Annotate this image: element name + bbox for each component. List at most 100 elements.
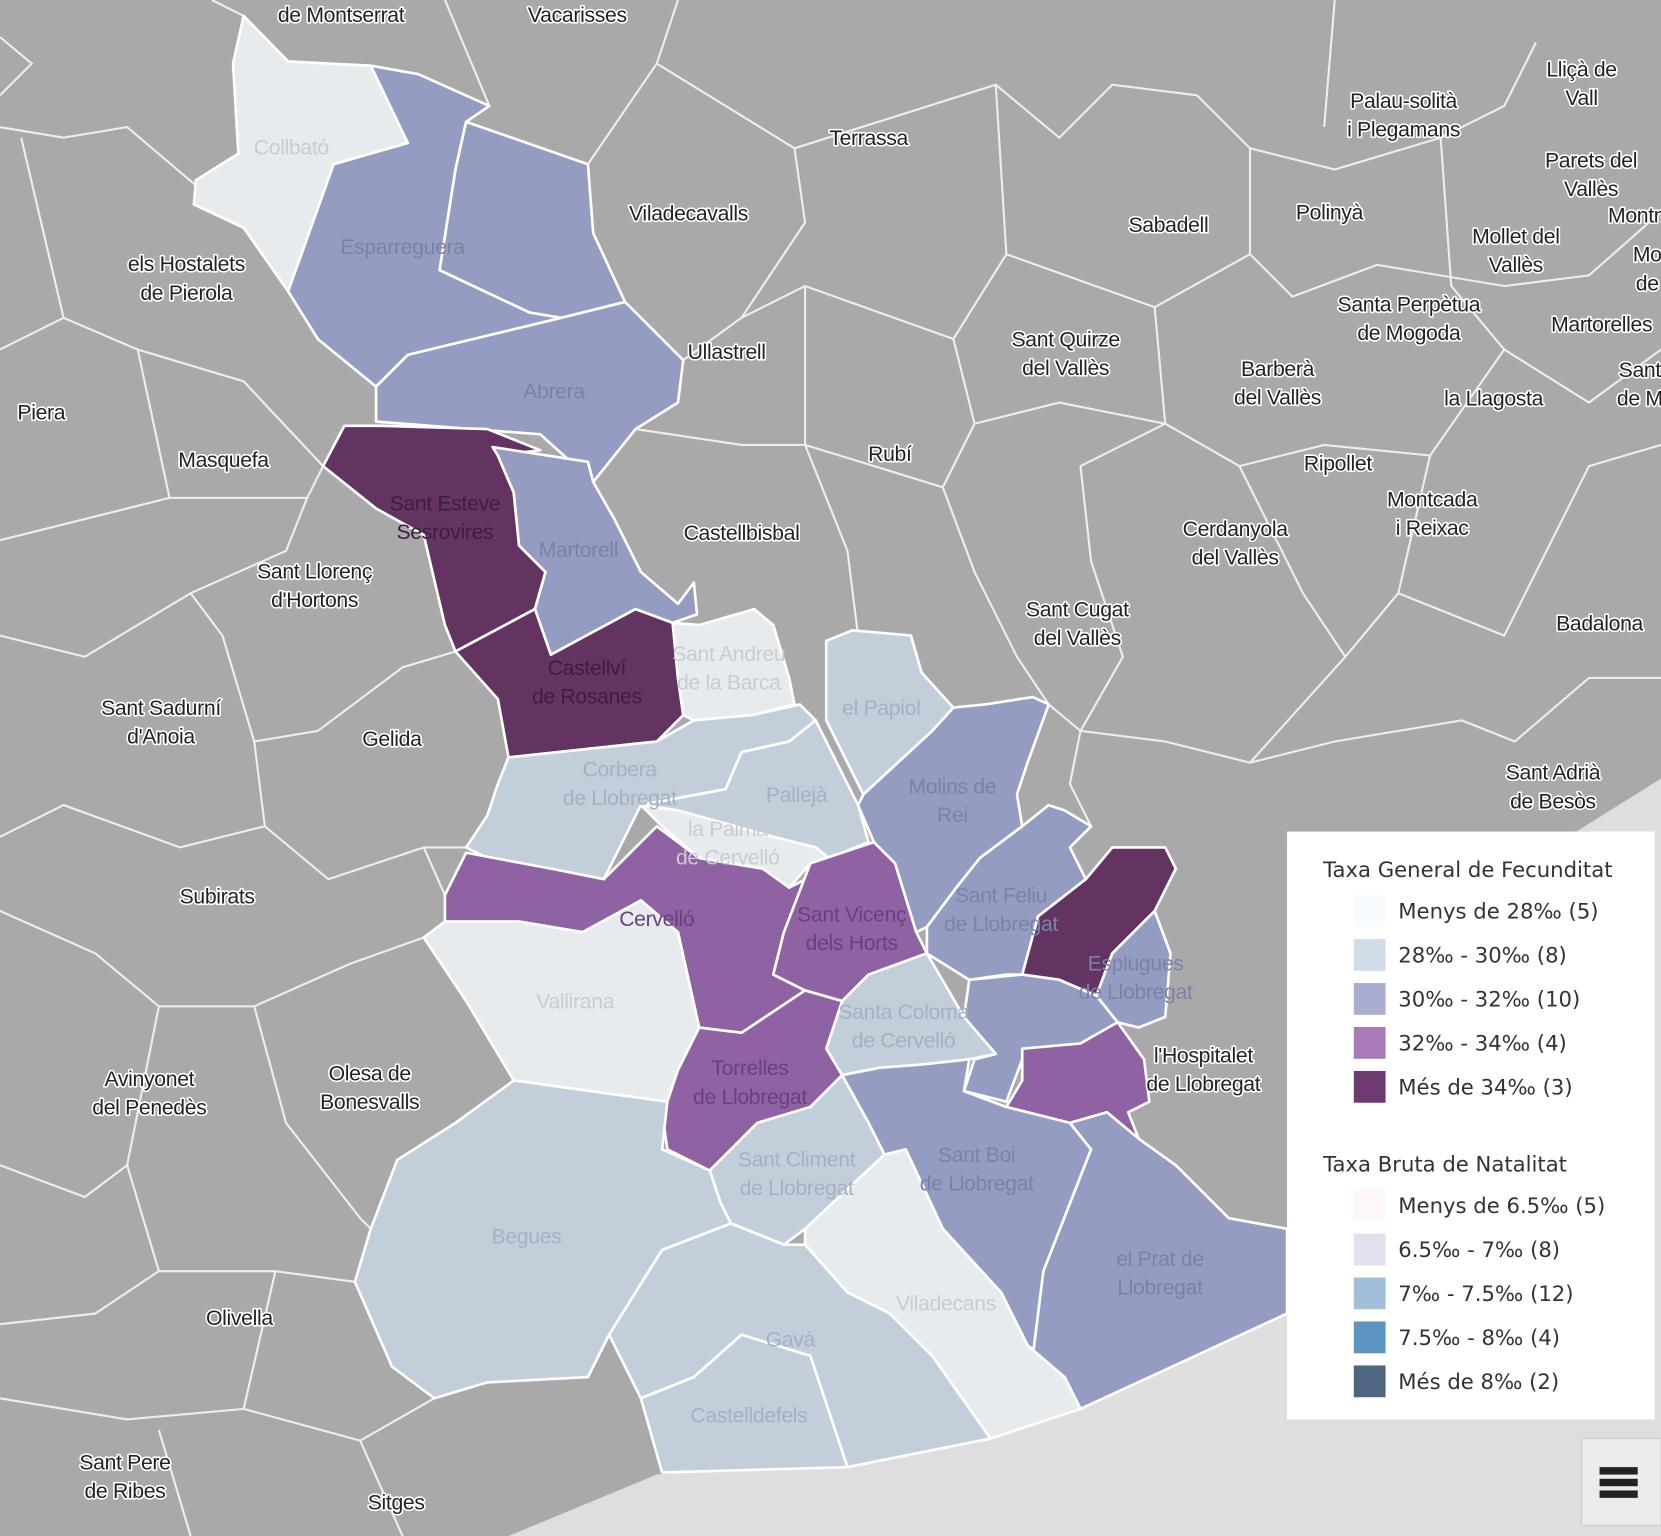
label-line: Mo: [1633, 244, 1661, 267]
label-line: Martorelles: [1551, 314, 1652, 337]
label-line: de Llobregat: [563, 787, 677, 810]
label-line: Gavà: [766, 1328, 816, 1351]
place-label: Sant Boi de Llobregat: [920, 1144, 1034, 1196]
label-line: Piera: [17, 401, 65, 424]
label-line: Sant Llorenç: [257, 560, 373, 583]
place-label: Molins de Rei: [908, 775, 996, 827]
label-line: d'Hortons: [271, 589, 358, 612]
label-line: i Plegamans: [1347, 119, 1460, 142]
place-label: Olesa de Bonesvalls: [320, 1062, 419, 1114]
place-label: Viladecavalls: [629, 202, 748, 225]
label-line: de la Barca: [677, 672, 781, 695]
label-line: de: [1636, 272, 1659, 295]
legend: Taxa General de Fecunditat Menys de 28‰ (…: [1287, 831, 1655, 1420]
label-line: Palau-solità: [1350, 90, 1457, 113]
legend-item: Més de 8‰ (2): [1398, 1369, 1559, 1394]
label-line: Viladecavalls: [629, 202, 748, 225]
label-line: Sant Esteve: [390, 493, 501, 516]
place-label: Castellbisbal: [684, 522, 800, 545]
place-label: Sant Adrià de Besòs: [1506, 762, 1601, 814]
layers-button[interactable]: [1581, 1438, 1661, 1526]
place-label: Rubí: [868, 443, 912, 466]
label-line: del Penedès: [92, 1096, 206, 1119]
label-line: la Llagosta: [1444, 388, 1543, 411]
legend-swatch: [1353, 895, 1386, 927]
municipalities: [192, 14, 1289, 1474]
place-label: Abrera: [523, 380, 585, 403]
label-line: Olivella: [206, 1307, 273, 1330]
place-label: Montn: [1608, 204, 1661, 227]
label-line: Rei: [937, 804, 968, 827]
label-line: Vacarisses: [528, 4, 627, 27]
place-label: Terrassa: [829, 127, 908, 150]
place-label: el Prat de Llobregat: [1116, 1248, 1203, 1300]
label-line: Sitges: [368, 1492, 425, 1515]
label-line: del Vallès: [1192, 547, 1279, 570]
place-label: Vallirana: [536, 990, 614, 1013]
place-label: Sant Llorenç d'Hortons: [257, 560, 373, 612]
label-line: Gelida: [362, 728, 422, 751]
label-line: de Ribes: [84, 1480, 165, 1503]
label-line: de Besòs: [1510, 790, 1596, 813]
label-line: del Vallès: [1234, 387, 1321, 410]
label-line: Begues: [492, 1226, 562, 1249]
label-line: Castellbisbal: [684, 522, 800, 545]
place-label: Mo de: [1633, 244, 1661, 296]
place-label: Sant Vicenç dels Horts: [797, 904, 907, 956]
place-label: Sant Climent de Llobregat: [738, 1148, 856, 1200]
place-label: Viladecans: [896, 1292, 996, 1315]
label-line: Ullastrell: [688, 341, 766, 364]
label-line: Terrassa: [829, 127, 908, 150]
label-line: Collbató: [254, 137, 329, 160]
label-line: Sant Sadurní: [101, 697, 221, 720]
place-label: Cervelló: [619, 908, 694, 931]
label-line: Esparreguera: [340, 236, 465, 259]
place-labels: de Montserrat Vacarisses Terrassa Viladecav…: [16, 3, 1661, 1516]
label-line: Sant Quirze: [1012, 328, 1120, 351]
legend-swatch: [1353, 1189, 1386, 1222]
label-line: l'Hospitalet: [1154, 1044, 1254, 1067]
label-line: Vallès: [1564, 178, 1618, 201]
legend-swatch: [1353, 983, 1386, 1015]
label-line: Montcada: [1387, 488, 1478, 511]
label-line: Martorell: [539, 539, 619, 562]
label-line: del Vallès: [1034, 627, 1121, 650]
place-label: Sant Pere de Ribes: [79, 1451, 170, 1503]
label-line: del Vallès: [1022, 357, 1109, 380]
place-label: Corbera de Llobregat: [563, 758, 677, 810]
place-label: Sant Andreu de la Barca: [672, 643, 785, 695]
legend-swatch: [1353, 1070, 1386, 1103]
legend-swatch: [1353, 1027, 1386, 1059]
place-label: Olivella: [206, 1307, 273, 1330]
place-label: Gelida: [362, 728, 422, 751]
place-label: Parets del Vallès: [1545, 149, 1637, 201]
legend-box: [1287, 831, 1655, 1420]
place-label: Castelldefels: [690, 1405, 807, 1428]
place-label: Sant de M: [1617, 359, 1661, 411]
label-line: Sant Vicenç: [797, 904, 907, 927]
place-label: Cerdanyola del Vallès: [1183, 518, 1289, 570]
legend-item: 30‰ - 32‰ (10): [1398, 986, 1580, 1011]
label-line: dels Horts: [806, 932, 898, 955]
legend-item: 32‰ - 34‰ (4): [1398, 1030, 1567, 1055]
label-line: el Prat de: [1116, 1248, 1203, 1271]
label-line: de Pierola: [140, 282, 233, 305]
label-line: Cervelló: [619, 908, 694, 931]
place-label: Esplugues de Llobregat: [1079, 952, 1193, 1004]
place-label: Montcada i Reixac: [1387, 488, 1478, 540]
label-line: Abrera: [523, 380, 585, 403]
label-line: Esplugues: [1088, 952, 1184, 975]
place-label: Lliçà de Vall: [1546, 58, 1616, 110]
label-line: Olesa de: [329, 1062, 411, 1085]
label-line: Sabadell: [1128, 214, 1208, 237]
place-label: Pallejà: [766, 784, 828, 807]
label-line: la Palma: [688, 818, 768, 841]
label-line: Santa Perpètua: [1338, 293, 1481, 316]
place-label: Mollet del Vallès: [1472, 226, 1559, 278]
label-line: de Cervelló: [852, 1030, 956, 1053]
legend-item: 6.5‰ - 7‰ (8): [1398, 1237, 1560, 1262]
label-line: Cerdanyola: [1183, 518, 1289, 541]
label-line: Sant Andreu: [672, 643, 785, 666]
place-label: Sabadell: [1128, 214, 1208, 237]
legend-swatch: [1353, 1233, 1386, 1266]
